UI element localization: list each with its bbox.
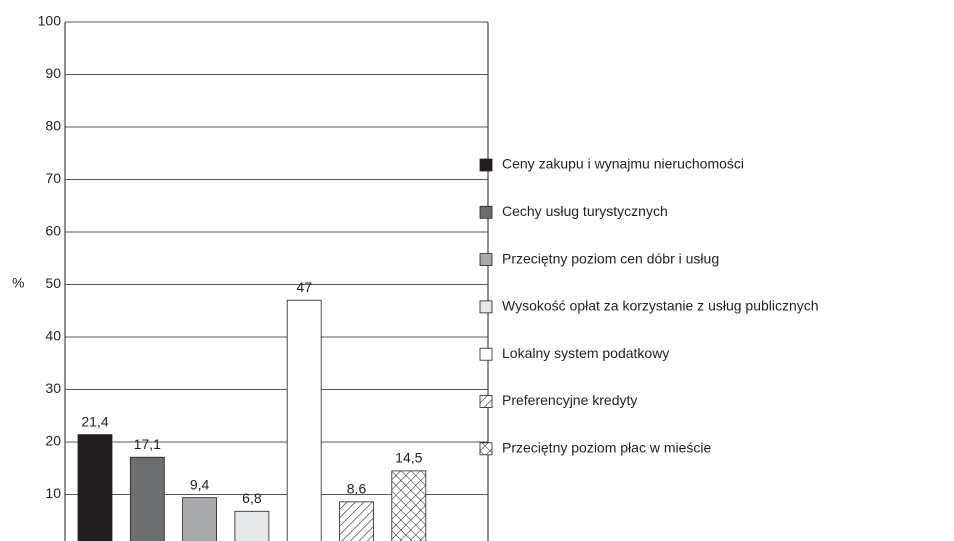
bar [77, 434, 113, 541]
legend-swatch [479, 395, 493, 408]
y-axis-label: % [12, 275, 24, 291]
legend-label: Przeciętny poziom cen dóbr i usług [502, 250, 719, 266]
data-label: 47 [296, 279, 312, 295]
y-tick-label: 20 [45, 433, 61, 449]
bar [286, 299, 322, 541]
bar [339, 501, 374, 541]
legend-swatch [479, 347, 493, 361]
y-tick-label: 100 [38, 13, 62, 29]
legend-label: Przeciętny poziom płac w mieście [502, 440, 712, 456]
legend-swatch [479, 158, 493, 172]
bar [234, 510, 270, 541]
legend-swatch [479, 253, 493, 267]
y-tick-label: 70 [45, 170, 61, 186]
data-label: 21,4 [81, 413, 108, 429]
y-tick-label: 60 [45, 223, 61, 239]
legend-swatch [479, 442, 493, 456]
legend-label: Preferencyjne kredyty [502, 392, 637, 408]
y-tick-label: 50 [45, 275, 61, 291]
bar [391, 470, 427, 541]
legend-label: Wysokość opłat za korzystanie z usług pu… [502, 298, 819, 314]
data-label: 14,5 [395, 450, 422, 466]
y-tick-label: 90 [45, 65, 61, 81]
data-label: 8,6 [347, 481, 367, 497]
legend-swatch [479, 300, 493, 314]
y-tick-label: 80 [45, 118, 61, 134]
data-label: 9,4 [190, 476, 210, 492]
legend-label: Lokalny system podatkowy [502, 345, 669, 361]
legend-label: Ceny zakupu i wynajmu nieruchomości [502, 156, 744, 172]
data-label: 17,1 [134, 436, 161, 452]
y-tick-label: 30 [45, 380, 61, 396]
legend-label: Cechy usług turystycznych [502, 203, 668, 219]
bar [182, 497, 218, 541]
bar [129, 456, 165, 541]
data-label: 6,8 [242, 490, 262, 506]
y-tick-label: 40 [45, 328, 61, 344]
y-tick-label: 10 [45, 485, 61, 501]
y-tick-label: 0 [53, 538, 61, 541]
legend-swatch [479, 205, 493, 219]
